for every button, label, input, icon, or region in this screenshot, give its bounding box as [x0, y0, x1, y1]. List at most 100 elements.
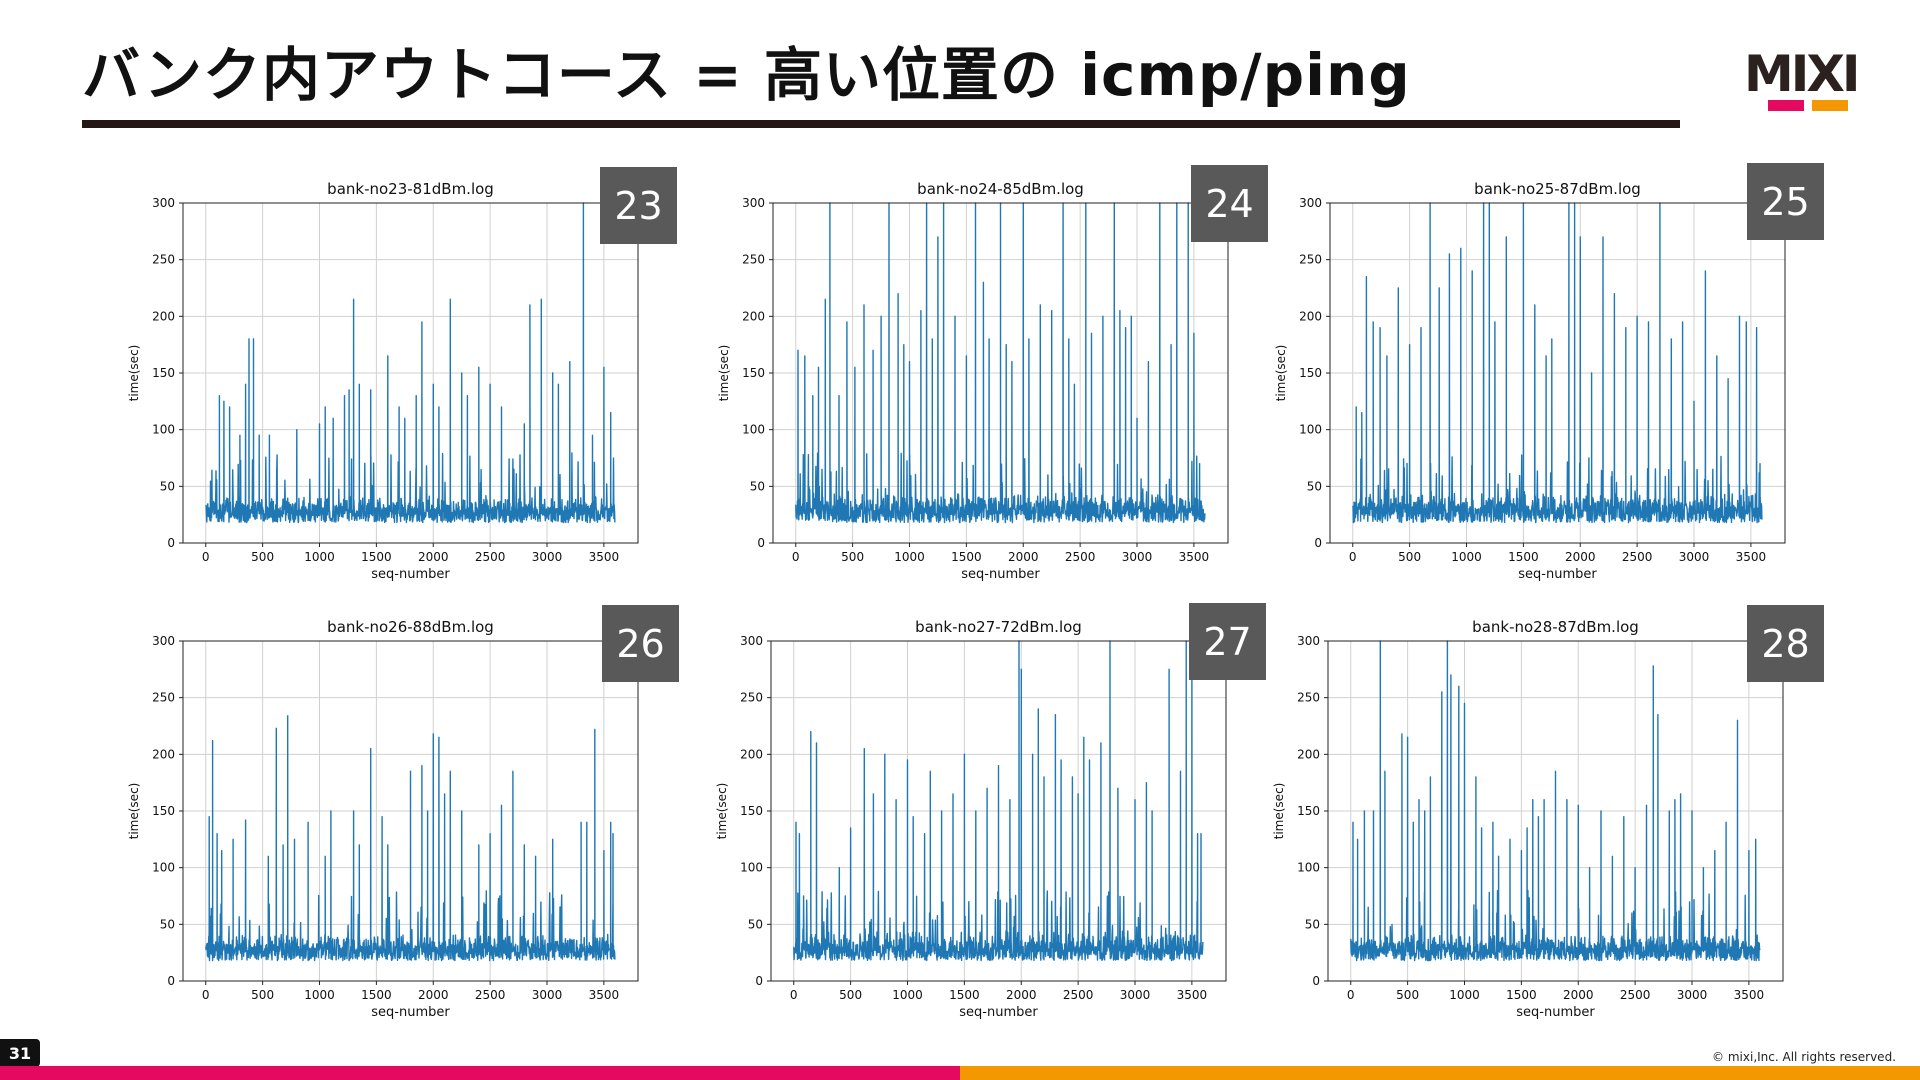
x-tick-label: 2000: [1006, 988, 1037, 1002]
page-number: 31: [0, 1039, 40, 1067]
series-line: [793, 640, 1204, 962]
x-tick-label: 1500: [1508, 550, 1539, 564]
y-tick-label: 300: [740, 634, 763, 648]
chart-title: bank-no27-72dBm.log: [915, 618, 1082, 636]
footer-bar-orange: [960, 1066, 1920, 1080]
x-tick-label: 0: [1349, 550, 1357, 564]
chart-svg-25: 0 500 1000 1500 2000 2500 3000 3500 0 50 100 150 200…: [1274, 180, 1786, 582]
y-tick-label: 100: [152, 861, 175, 875]
y-tick-label: 100: [742, 423, 765, 437]
x-axis-label: seq-number: [959, 1005, 1038, 1020]
x-tick-label: 3500: [1179, 550, 1210, 564]
chart-panel-28: 0 500 1000 1500 2000 2500 3000 3500 0 50 100 150 200…: [1250, 603, 1850, 1023]
series-line: [205, 202, 616, 524]
slide-title: バンク内アウトコース = 高い位置の icmp/ping: [82, 41, 1411, 109]
mixi-logo: MIXI: [1744, 48, 1870, 118]
x-tick-label: 3500: [589, 550, 620, 564]
x-tick-label: 2500: [475, 550, 506, 564]
logo-text: MIXI: [1744, 45, 1861, 103]
chart-panel-24: 0 500 1000 1500 2000 2500 3000 3500 0 50 100 150 200…: [695, 165, 1295, 585]
y-tick-label: 250: [152, 691, 175, 705]
x-tick-label: 500: [839, 988, 862, 1002]
x-tick-label: 500: [251, 550, 274, 564]
y-axis-label: time(sec): [717, 345, 731, 402]
logo-bar-pink: [1768, 100, 1804, 111]
x-tick-label: 3500: [589, 988, 620, 1002]
x-tick-label: 1500: [361, 550, 392, 564]
logo-bar-orange: [1812, 100, 1848, 111]
series-line: [205, 715, 616, 962]
x-tick-label: 1000: [1451, 550, 1482, 564]
chart-panel-27: 0 500 1000 1500 2000 2500 3000 3500 0 50 100 150 200…: [693, 603, 1293, 1023]
y-tick-label: 150: [152, 366, 175, 380]
x-tick-label: 3000: [1122, 550, 1153, 564]
x-tick-label: 1500: [951, 550, 982, 564]
y-tick-label: 300: [1297, 634, 1320, 648]
x-tick-label: 0: [202, 988, 210, 1002]
x-tick-label: 500: [841, 550, 864, 564]
y-axis-label: time(sec): [1274, 345, 1288, 402]
y-tick-label: 250: [742, 253, 765, 267]
x-tick-label: 3500: [1734, 988, 1765, 1002]
x-tick-label: 3000: [532, 550, 563, 564]
copyright-notice: © mixi,Inc. All rights reserved.: [1712, 1050, 1896, 1064]
y-tick-label: 200: [152, 309, 175, 323]
y-tick-label: 200: [1297, 747, 1320, 761]
x-tick-label: 3000: [1120, 988, 1151, 1002]
chart-svg-26: 0 500 1000 1500 2000 2500 3000 3500 0 50 100 150 200…: [127, 618, 639, 1020]
y-tick-label: 0: [757, 536, 765, 550]
y-tick-label: 300: [152, 196, 175, 210]
chart-title: bank-no23-81dBm.log: [327, 180, 494, 198]
y-tick-label: 0: [167, 536, 175, 550]
chart-badge-25: 25: [1747, 163, 1824, 240]
y-tick-label: 0: [755, 974, 763, 988]
chart-panel-26: 0 500 1000 1500 2000 2500 3000 3500 0 50 100 150 200…: [105, 603, 705, 1023]
x-axis-label: seq-number: [1516, 1005, 1595, 1020]
x-tick-label: 2500: [1622, 550, 1653, 564]
x-tick-label: 0: [792, 550, 800, 564]
x-tick-label: 2000: [1563, 988, 1594, 1002]
y-tick-label: 100: [740, 861, 763, 875]
x-tick-label: 500: [251, 988, 274, 1002]
x-tick-label: 3000: [1677, 988, 1708, 1002]
y-tick-label: 150: [1299, 366, 1322, 380]
chart-title: bank-no26-88dBm.log: [327, 618, 494, 636]
y-tick-label: 0: [1312, 974, 1320, 988]
chart-badge-24: 24: [1191, 165, 1268, 242]
chart-svg-23: 0 500 1000 1500 2000 2500 3000 3500 0 50 100 150 200…: [127, 180, 639, 582]
y-tick-label: 50: [160, 479, 175, 493]
y-axis-label: time(sec): [127, 345, 141, 402]
x-tick-label: 1000: [894, 550, 925, 564]
x-tick-label: 0: [1347, 988, 1355, 1002]
x-tick-label: 2000: [418, 550, 449, 564]
chart-title: bank-no25-87dBm.log: [1474, 180, 1641, 198]
chart-title: bank-no24-85dBm.log: [917, 180, 1084, 198]
y-axis-label: time(sec): [1272, 783, 1286, 840]
x-tick-label: 3500: [1736, 550, 1767, 564]
series-line: [795, 202, 1206, 524]
series-line: [1350, 640, 1761, 962]
y-tick-label: 300: [742, 196, 765, 210]
y-axis-label: time(sec): [715, 783, 729, 840]
y-tick-label: 200: [742, 309, 765, 323]
chart-svg-28: 0 500 1000 1500 2000 2500 3000 3500 0 50 100 150 200…: [1272, 618, 1784, 1020]
y-tick-label: 250: [740, 691, 763, 705]
x-tick-label: 1000: [304, 988, 335, 1002]
chart-badge-28: 28: [1747, 605, 1824, 682]
y-tick-label: 250: [152, 253, 175, 267]
y-tick-label: 300: [1299, 196, 1322, 210]
y-tick-label: 100: [152, 423, 175, 437]
y-tick-label: 250: [1297, 691, 1320, 705]
chart-panel-25: 0 500 1000 1500 2000 2500 3000 3500 0 50 100 150 200…: [1252, 163, 1852, 585]
x-tick-label: 2500: [475, 988, 506, 1002]
y-tick-label: 200: [740, 747, 763, 761]
x-tick-label: 1500: [1506, 988, 1537, 1002]
y-tick-label: 150: [740, 804, 763, 818]
x-tick-label: 1000: [304, 550, 335, 564]
y-tick-label: 50: [160, 917, 175, 931]
y-tick-label: 100: [1299, 423, 1322, 437]
x-tick-label: 2000: [1565, 550, 1596, 564]
x-tick-label: 3000: [532, 988, 563, 1002]
x-tick-label: 1500: [949, 988, 980, 1002]
x-tick-label: 500: [1398, 550, 1421, 564]
